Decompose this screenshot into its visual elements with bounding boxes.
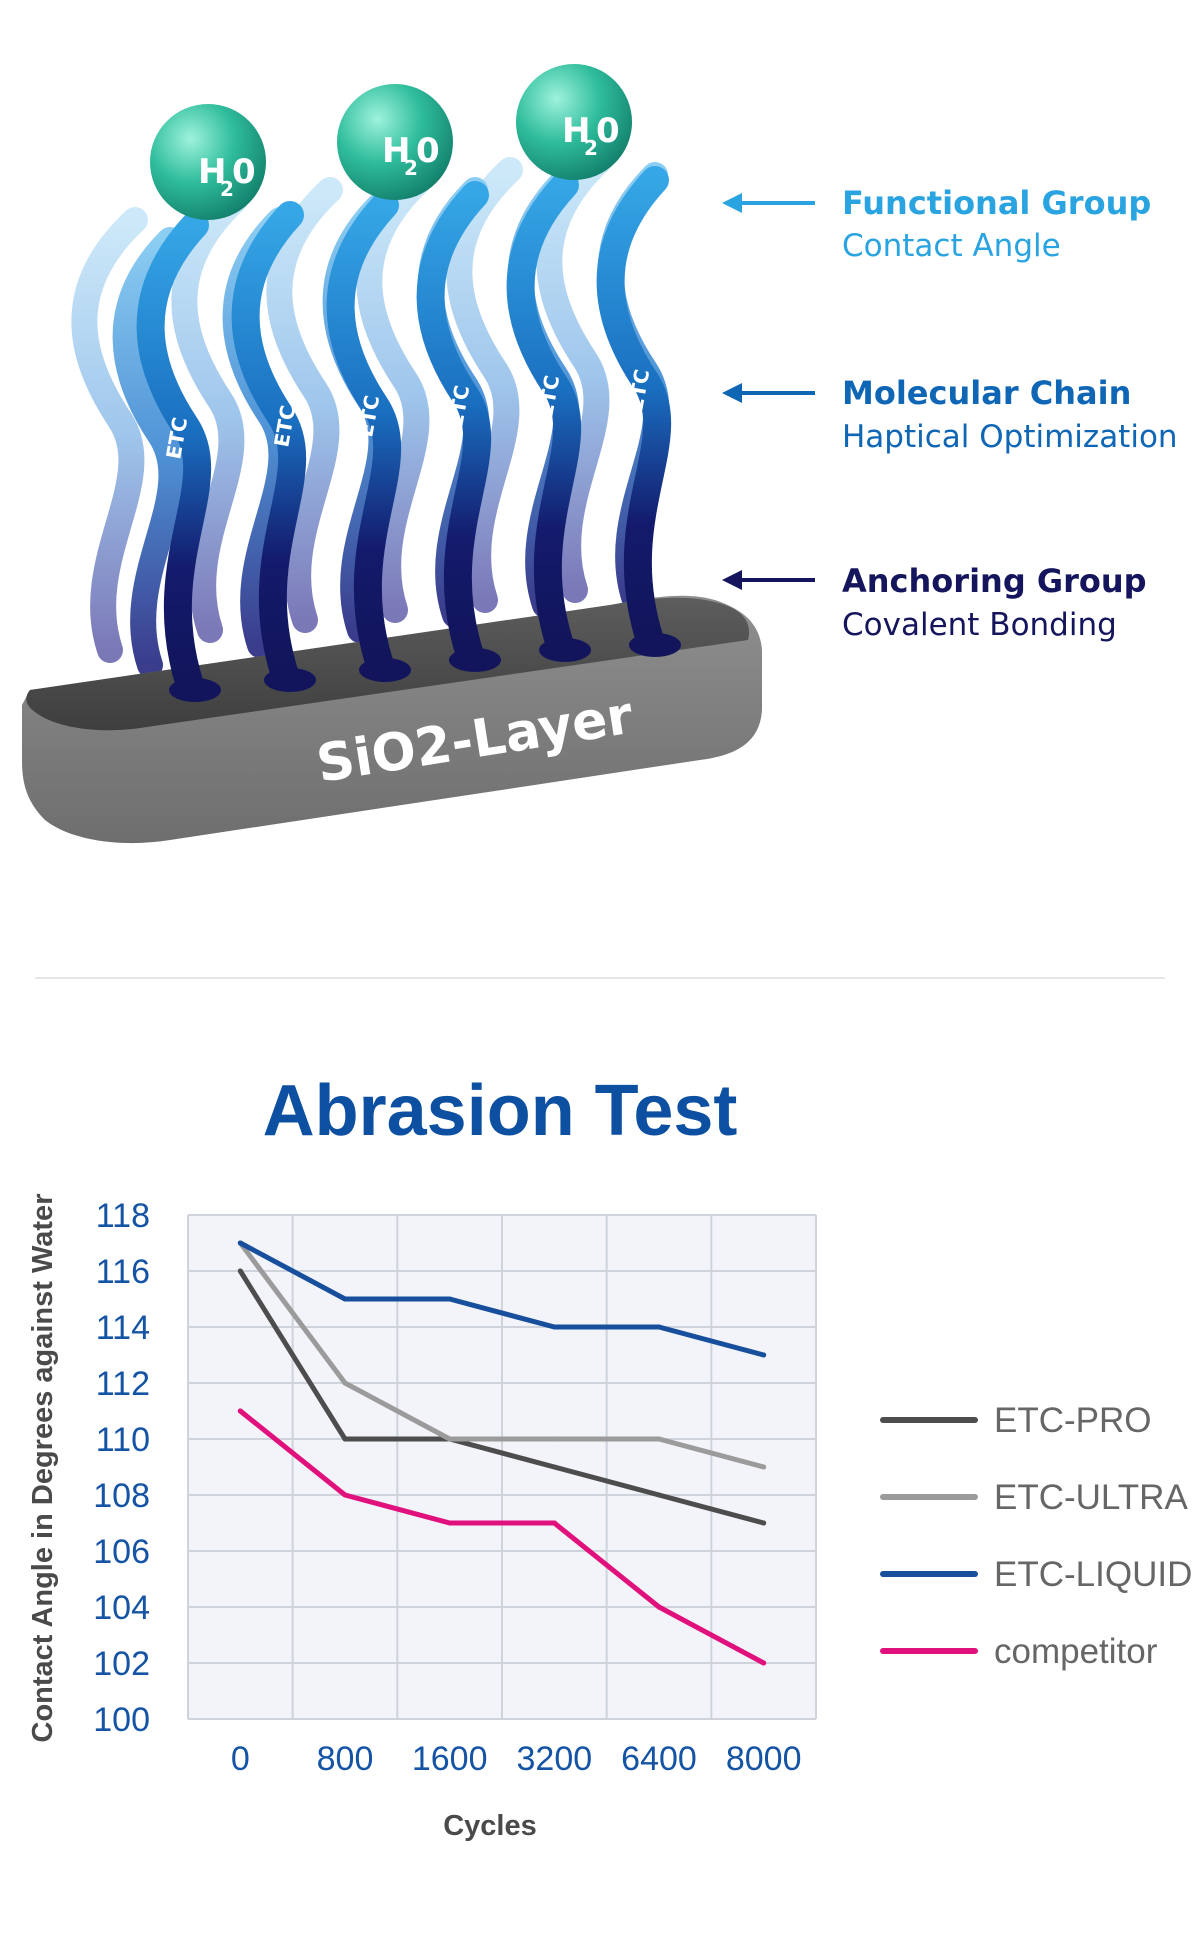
x-tick-label: 6400 (621, 1740, 697, 1778)
series-line-etc-pro (237, 1268, 767, 1526)
arrow-icon (722, 383, 742, 403)
data-point (342, 1380, 348, 1386)
legend-label: ETC-ULTRA (994, 1478, 1188, 1517)
y-tick-label: 114 (96, 1309, 150, 1347)
y-tick-label: 110 (96, 1421, 150, 1459)
anchor-feet (169, 633, 681, 702)
h2o-h: H (198, 152, 226, 192)
y-ticks: 118 116 114 112 110 108 106 104 102 100 (93, 1197, 150, 1739)
legend: ETC-PRO ETC-ULTRA ETC-LIQUID competitor (880, 1401, 1192, 1671)
annotation-anchoring-group: Anchoring Group Covalent Bonding (722, 562, 1147, 643)
y-tick-label: 112 (96, 1365, 150, 1403)
data-point (237, 1408, 243, 1414)
data-point (551, 1464, 557, 1470)
annotation-title: Molecular Chain (842, 374, 1131, 412)
front-chains (136, 166, 672, 699)
h2o-o: 0 (416, 131, 440, 171)
y-tick-label: 100 (93, 1701, 150, 1739)
legend-label: ETC-PRO (994, 1401, 1152, 1440)
x-axis-label: Cycles (443, 1810, 537, 1842)
abrasion-chart: Abrasion Test 118 116 114 112 110 108 106 104 10… (27, 1071, 1192, 1842)
data-point (551, 1324, 557, 1330)
annotation-molecular-chain: Molecular Chain Haptical Optimization (722, 374, 1178, 455)
data-point (237, 1268, 243, 1274)
x-ticks: 0 800 1600 3200 6400 8000 (231, 1740, 802, 1778)
back-chains (71, 147, 613, 663)
water-molecule: H 2 0 (337, 84, 453, 200)
data-point (342, 1296, 348, 1302)
data-point (656, 1436, 662, 1442)
data-point (551, 1436, 557, 1442)
x-tick-label: 1600 (412, 1740, 488, 1778)
arrow-icon (722, 570, 742, 590)
x-tick-label: 3200 (517, 1740, 593, 1778)
arrow-icon (722, 193, 742, 213)
x-tick-label: 0 (231, 1740, 250, 1778)
series-line-etc-liquid (237, 1240, 767, 1358)
annotation-subtitle: Haptical Optimization (842, 419, 1178, 455)
section-divider (35, 977, 1165, 979)
data-point (447, 1520, 453, 1526)
legend-label: competitor (994, 1632, 1158, 1671)
data-point (761, 1464, 767, 1470)
water-molecule: H 2 0 (150, 104, 266, 220)
series-line-competitor (237, 1408, 767, 1666)
data-point (237, 1240, 243, 1246)
h2o-sub: 2 (404, 156, 418, 180)
series-lines (237, 1240, 767, 1666)
y-axis-label: Contact Angle in Degrees against Water (27, 1194, 59, 1743)
x-tick-label: 8000 (726, 1740, 802, 1778)
data-point (656, 1492, 662, 1498)
data-point (551, 1520, 557, 1526)
annotation-subtitle: Covalent Bonding (842, 607, 1117, 643)
annotation-title: Anchoring Group (842, 562, 1147, 600)
molecular-diagram: SiO2-Layer ETC ETC ETC ETC ETC ETC H 2 0… (22, 64, 1178, 844)
y-tick-label: 104 (93, 1589, 150, 1627)
y-tick-label: 116 (96, 1253, 150, 1291)
h2o-h: H (562, 111, 590, 151)
chart-title: Abrasion Test (263, 1071, 738, 1151)
annotation-functional-group: Functional Group Contact Angle (722, 184, 1151, 264)
h2o-o: 0 (596, 111, 620, 151)
data-point (761, 1660, 767, 1666)
x-tick-label: 800 (317, 1740, 374, 1778)
h2o-h: H (382, 131, 410, 171)
series-line-etc-ultra (237, 1240, 767, 1470)
data-point (761, 1520, 767, 1526)
annotation-title: Functional Group (842, 184, 1151, 222)
data-point (447, 1436, 453, 1442)
y-tick-label: 118 (96, 1197, 150, 1235)
data-point (656, 1324, 662, 1330)
h2o-o: 0 (232, 152, 256, 192)
legend-label: ETC-LIQUID (994, 1555, 1192, 1594)
data-point (342, 1492, 348, 1498)
h2o-sub: 2 (584, 136, 598, 160)
y-tick-label: 108 (93, 1477, 150, 1515)
data-point (447, 1296, 453, 1302)
y-tick-label: 102 (93, 1645, 150, 1683)
data-point (656, 1604, 662, 1610)
data-point (761, 1352, 767, 1358)
h2o-sub: 2 (220, 177, 234, 201)
water-molecule: H 2 0 (516, 64, 632, 180)
y-tick-label: 106 (93, 1533, 150, 1571)
annotation-subtitle: Contact Angle (842, 228, 1061, 264)
data-point (342, 1436, 348, 1442)
